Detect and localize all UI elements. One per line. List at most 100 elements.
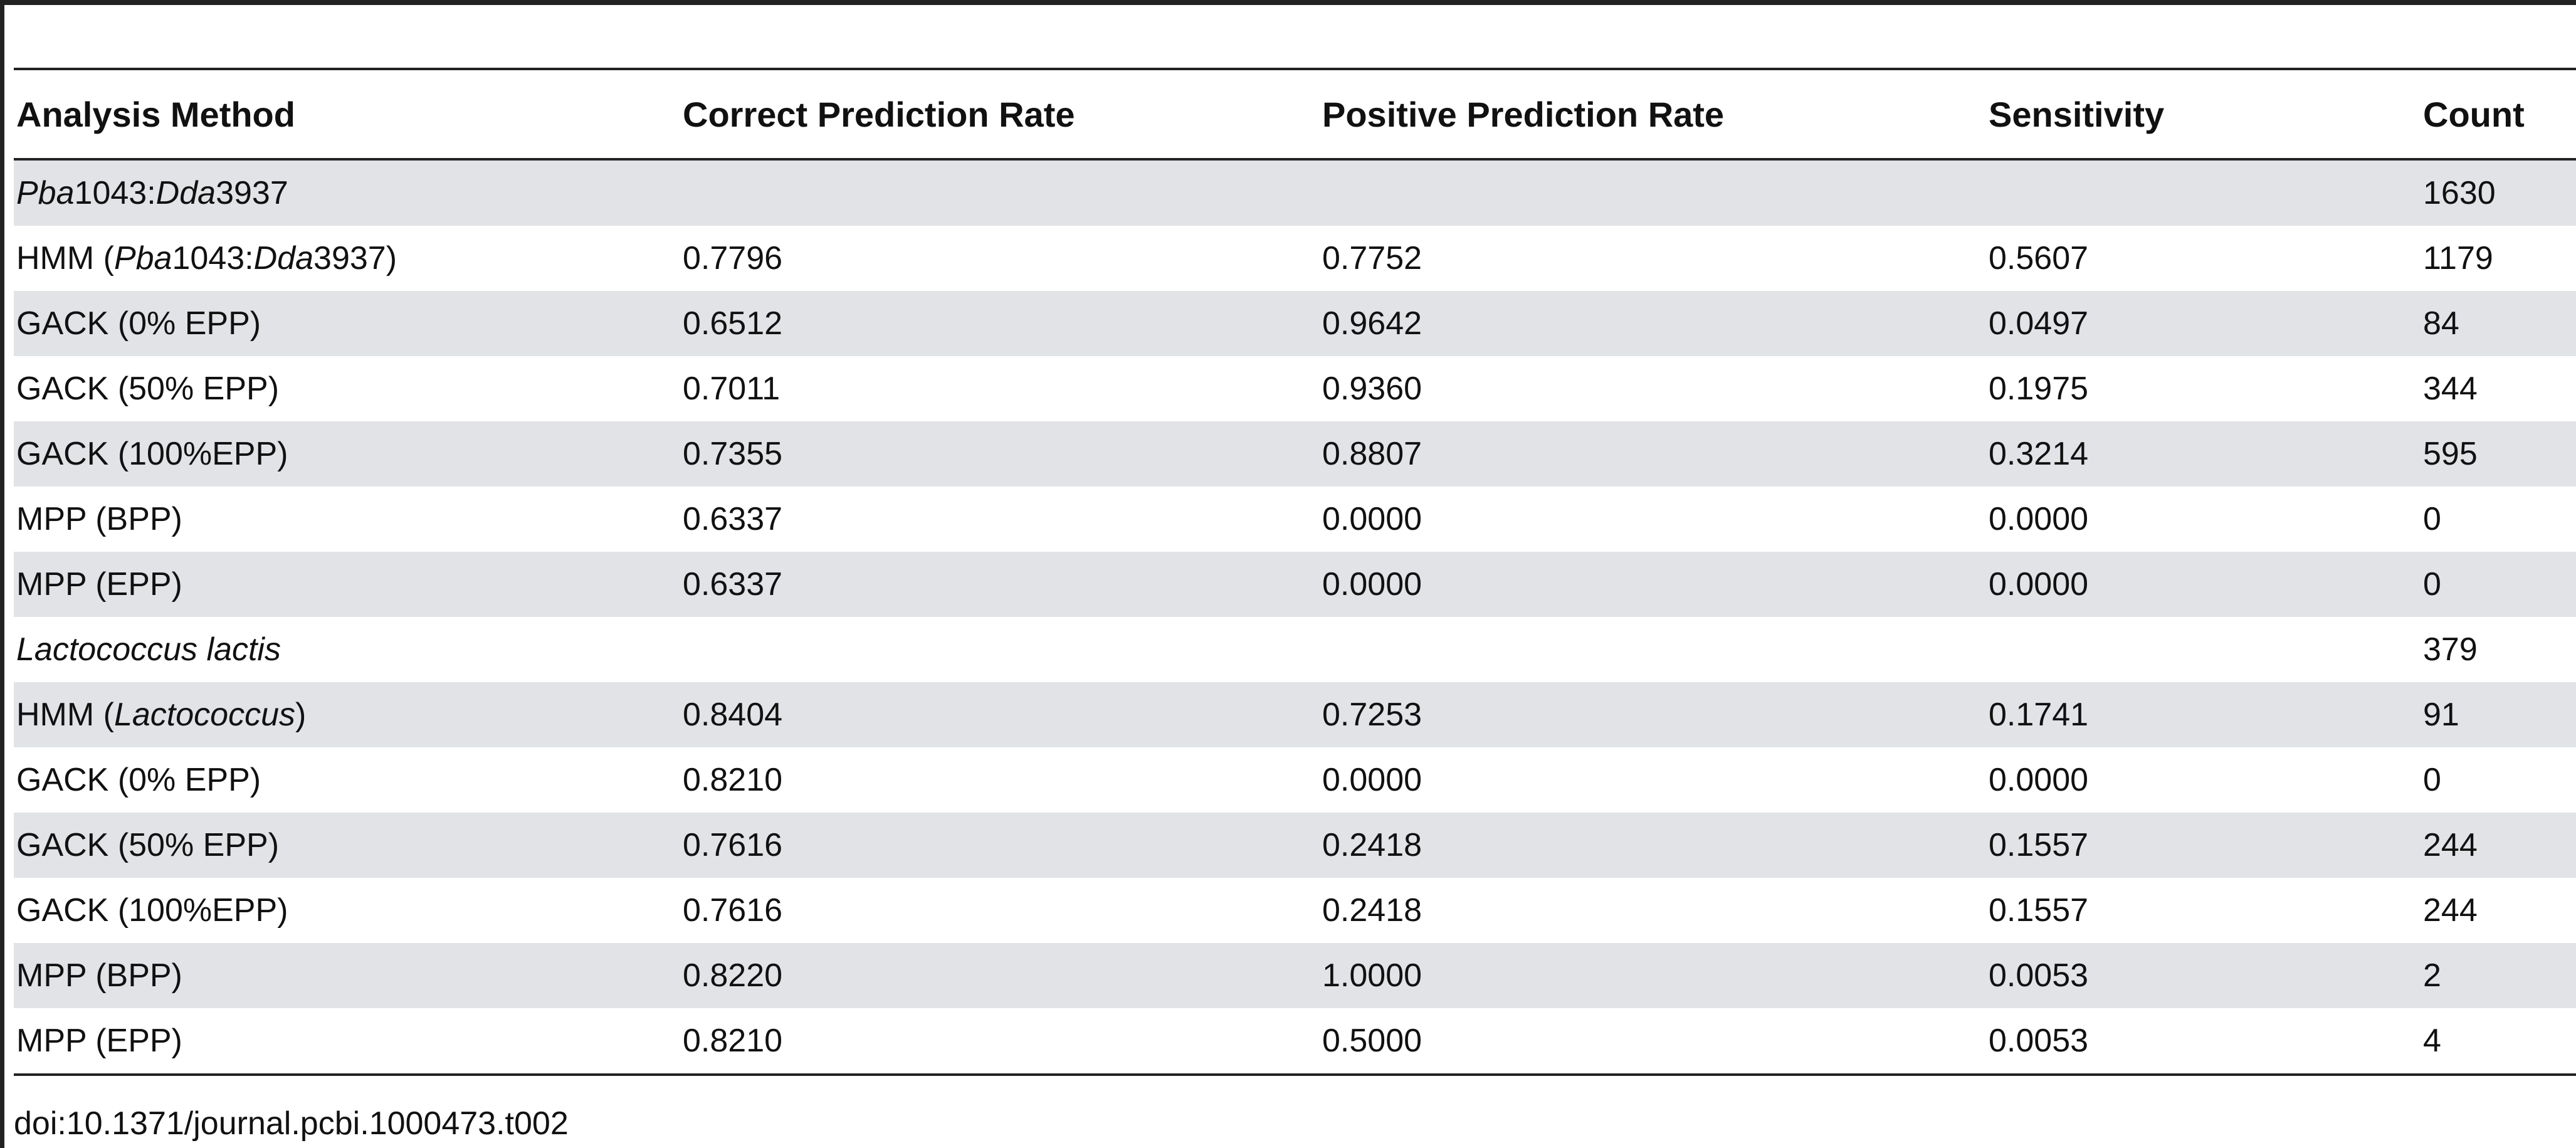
method-text-part: 1043:: [172, 240, 254, 276]
cell-count: 91: [2421, 682, 2576, 747]
table-row: GACK (100%EPP) 0.7616 0.2418 0.1557 244: [14, 878, 2576, 943]
cell-count: 1179: [2423, 240, 2493, 276]
cell-sensitivity: 0.0497: [1986, 291, 2421, 356]
cell-analysis-method: GACK (50% EPP): [14, 356, 680, 421]
doi-caption: doi:10.1371/journal.pcbi.1000473.t002: [14, 1105, 569, 1142]
table-row: Lactococcus lactis 379: [14, 617, 2576, 682]
cell-correct-prediction-rate: 0.6337: [680, 552, 1320, 617]
cell-correct-prediction-rate: 0.7355: [680, 421, 1320, 487]
cell-positive-prediction-rate: [1320, 617, 1986, 682]
method-text-part: Dda: [253, 240, 314, 276]
cell-analysis-method: GACK (50% EPP): [14, 813, 680, 878]
cell-sensitivity: 0.0053: [1986, 943, 2421, 1008]
method-text-part: HMM (: [16, 697, 114, 733]
results-table: Analysis Method Correct Prediction Rate …: [14, 68, 2576, 1076]
cell-sensitivity: 0.0000: [1986, 552, 2421, 617]
cell-analysis-method: MPP (EPP): [14, 1008, 680, 1076]
cell-analysis-method: GACK (100%EPP): [14, 878, 680, 943]
cell-analysis-method: MPP (EPP): [14, 552, 680, 617]
cell-sensitivity: 0.5607: [1989, 240, 2089, 276]
cell-count: 244: [2423, 892, 2478, 929]
table-row: GACK (100%EPP) 0.7355 0.8807 0.3214 595: [14, 421, 2576, 487]
header-sensitivity: Sensitivity: [1986, 68, 2421, 161]
cell-count: 344: [2423, 371, 2478, 407]
cell-count: 1630: [2421, 159, 2576, 226]
method-text-part: Pba: [113, 240, 172, 276]
cell-analysis-method: GACK (0% EPP): [14, 291, 680, 356]
table-row: GACK (0% EPP) 0.6512 0.9642 0.0497 84: [14, 291, 2576, 356]
table-row: GACK (50% EPP) 0.7616 0.2418 0.1557 244: [14, 813, 2576, 878]
table-row: MPP (EPP) 0.6337 0.0000 0.0000 0: [14, 552, 2576, 617]
cell-correct-prediction-rate: 0.6512: [680, 291, 1320, 356]
cell-analysis-method: GACK (100%EPP): [14, 421, 680, 487]
cell-count: 0: [2423, 762, 2441, 798]
cell-positive-prediction-rate: 0.7253: [1320, 682, 1986, 747]
method-text-part: GACK (0% EPP): [16, 762, 261, 798]
table-header: Analysis Method Correct Prediction Rate …: [14, 68, 2576, 161]
method-text-part: MPP (BPP): [16, 957, 182, 994]
table-row: HMM (Lactococcus) 0.8404 0.7253 0.1741 91: [14, 682, 2576, 747]
top-rule: [0, 0, 2576, 5]
cell-positive-prediction-rate: 0.2418: [1320, 813, 1986, 878]
table-row: MPP (BPP) 0.6337 0.0000 0.0000 0: [14, 487, 2576, 552]
cell-sensitivity: 0.1557: [1986, 813, 2421, 878]
table-row: GACK (50% EPP) 0.7011 0.9360 0.1975 344: [14, 356, 2576, 421]
method-text-part: Pba: [16, 175, 75, 211]
method-text-part: Lactococcus lactis: [16, 631, 281, 668]
cell-analysis-method: Lactococcus lactis: [14, 617, 680, 682]
cell-count: 379: [2423, 631, 2478, 668]
cell-sensitivity: 0.0053: [1986, 1008, 2421, 1076]
method-text-part: GACK (50% EPP): [16, 827, 280, 863]
cell-positive-prediction-rate: 0.7752: [1322, 240, 1422, 276]
cell-positive-prediction-rate: [1320, 159, 1986, 226]
cell-sensitivity: 0.0000: [1989, 501, 2089, 537]
cell-correct-prediction-rate: 0.7616: [680, 813, 1320, 878]
cell-analysis-method: HMM (Pba1043:Dda3937): [14, 226, 680, 291]
cell-sensitivity: [1986, 617, 2421, 682]
table-row: Pba1043:Dda3937 1630: [14, 159, 2576, 226]
method-text-part: HMM (: [16, 240, 114, 276]
cell-count: 244: [2421, 813, 2576, 878]
cell-correct-prediction-rate: 0.7011: [683, 371, 781, 407]
cell-count: 2: [2421, 943, 2576, 1008]
cell-positive-prediction-rate: 0.0000: [1320, 552, 1986, 617]
cell-positive-prediction-rate: 0.9360: [1322, 371, 1422, 407]
cell-sensitivity: 0.0000: [1989, 762, 2089, 798]
cell-analysis-method: HMM (Lactococcus): [14, 682, 680, 747]
header-count: Count: [2421, 68, 2576, 161]
cell-correct-prediction-rate: 0.7616: [683, 892, 783, 929]
table-row: GACK (0% EPP) 0.8210 0.0000 0.0000 0: [14, 747, 2576, 813]
cell-positive-prediction-rate: 0.5000: [1320, 1008, 1986, 1076]
cell-count: 595: [2421, 421, 2576, 487]
header-row: Analysis Method Correct Prediction Rate …: [14, 68, 2576, 161]
cell-positive-prediction-rate: 1.0000: [1320, 943, 1986, 1008]
cell-sensitivity: 0.3214: [1986, 421, 2421, 487]
cell-sensitivity: 0.1557: [1989, 892, 2089, 929]
method-text-part: MPP (EPP): [16, 566, 182, 603]
header-analysis-method: Analysis Method: [14, 68, 680, 161]
method-text-part: MPP (EPP): [16, 1023, 182, 1059]
table-row: MPP (EPP) 0.8210 0.5000 0.0053 4: [14, 1008, 2576, 1076]
method-text-part: 3937): [313, 240, 397, 276]
method-text-part: GACK (50% EPP): [16, 371, 280, 407]
method-text-part: GACK (0% EPP): [16, 305, 261, 342]
cell-analysis-method: MPP (BPP): [14, 943, 680, 1008]
method-text-part: Lactococcus: [113, 697, 295, 733]
method-text-part: Dda: [155, 175, 216, 211]
table-row: MPP (BPP) 0.8220 1.0000 0.0053 2: [14, 943, 2576, 1008]
cell-sensitivity: 0.1741: [1986, 682, 2421, 747]
cell-correct-prediction-rate: [680, 617, 1320, 682]
cell-correct-prediction-rate: 0.6337: [683, 501, 783, 537]
cell-correct-prediction-rate: [680, 159, 1320, 226]
results-table-container: Analysis Method Correct Prediction Rate …: [14, 68, 2576, 1076]
cell-analysis-method: GACK (0% EPP): [14, 747, 680, 813]
cell-correct-prediction-rate: 0.7796: [683, 240, 783, 276]
cell-positive-prediction-rate: 0.0000: [1322, 501, 1422, 537]
method-text-part: GACK (100%EPP): [16, 892, 288, 929]
cell-correct-prediction-rate: 0.8210: [683, 762, 783, 798]
cell-positive-prediction-rate: 0.9642: [1320, 291, 1986, 356]
header-positive-prediction-rate: Positive Prediction Rate: [1320, 68, 1986, 161]
cell-positive-prediction-rate: 0.0000: [1322, 762, 1422, 798]
method-text-part: ): [295, 697, 307, 733]
cell-sensitivity: 0.1975: [1989, 371, 2089, 407]
